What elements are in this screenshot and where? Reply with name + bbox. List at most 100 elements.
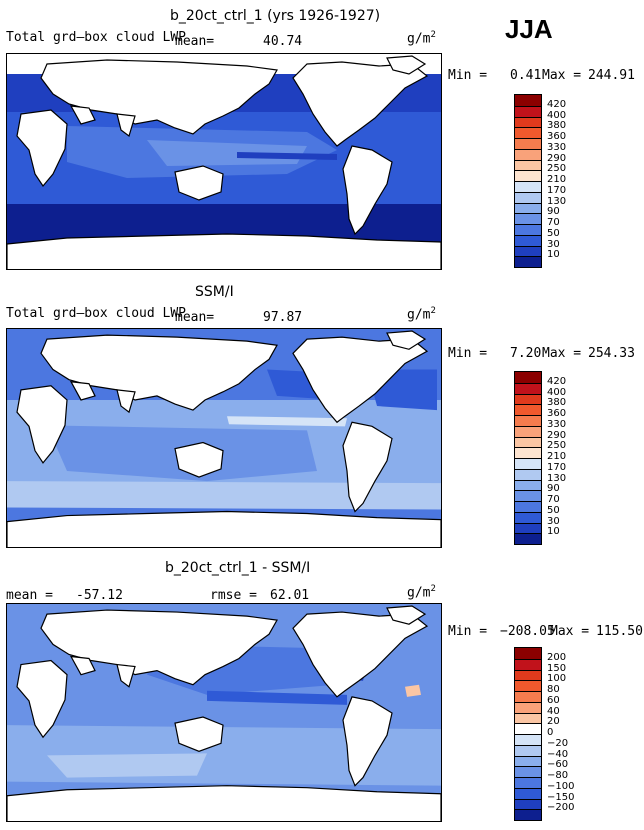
colorbar-label: 150 (547, 662, 567, 674)
ocean-field (237, 152, 337, 160)
colorbar-label: 380 (547, 120, 567, 132)
colorbar-label: 130 (547, 472, 567, 484)
colorbar-label: 210 (547, 174, 567, 185)
panel2-subtitle: Total grd–box cloud LWP (6, 306, 187, 321)
continent-arabia (69, 655, 96, 676)
colorbar-box (515, 490, 541, 501)
colorbar-box (515, 256, 541, 267)
continent-india (116, 389, 136, 414)
colorbar-label: 30 (547, 238, 560, 250)
ocean-field (47, 753, 207, 778)
colorbar-box (515, 755, 541, 767)
panel3-min-label: Min = (448, 624, 488, 639)
panel3-rmse-label: rmse = (210, 588, 257, 603)
colorbar-label: 420 (547, 98, 567, 110)
season-label: JJA (505, 14, 553, 44)
colorbar-label: 50 (547, 504, 560, 516)
colorbar-label: 30 (547, 515, 560, 527)
panel3-units: g/m2 (407, 584, 436, 601)
colorbar-label: 170 (547, 461, 567, 473)
colorbar-box (515, 447, 541, 458)
panel2-units: g/m2 (407, 306, 436, 323)
continent-india (116, 663, 136, 688)
colorbar-box (515, 766, 541, 777)
panel1-subtitle: Total grd–box cloud LWP (6, 30, 187, 45)
colorbar-box (515, 787, 541, 799)
continent-australia (174, 441, 224, 478)
ocean-field (147, 140, 307, 166)
colorbar-label: 10 (547, 526, 560, 538)
colorbar-label: 50 (547, 227, 560, 239)
panel2-min-label: Min = (448, 346, 488, 361)
colorbar-label: −200 (547, 802, 575, 814)
colorbar-box (515, 415, 541, 426)
colorbar-box (515, 712, 541, 724)
colorbar-label: 250 (547, 440, 567, 452)
panel2-max-label: Max = (542, 346, 582, 361)
ocean-field (227, 416, 347, 427)
colorbar-box (515, 202, 541, 214)
panel3-max-value: 115.50 (596, 624, 643, 639)
continent-antarctica (7, 510, 441, 547)
colorbar-box (515, 701, 541, 713)
continent-eurasia (40, 609, 278, 686)
continent-arabia (69, 380, 96, 401)
colorbar-box (515, 777, 541, 788)
panel1-mean-label: mean= (175, 34, 215, 49)
panel1-mean-value: 40.74 (263, 34, 303, 49)
panel3-rmse-value: 62.01 (270, 588, 310, 603)
colorbar-label: −150 (547, 791, 575, 803)
continent-antarctica (7, 785, 441, 821)
continent-africa (16, 659, 68, 739)
colorbar-label: 90 (547, 483, 560, 495)
colorbar-box (515, 436, 541, 448)
colorbar-box (515, 511, 541, 523)
colorbar-label: 330 (547, 418, 567, 430)
continent-greenland (386, 605, 427, 625)
colorbar-box (515, 458, 541, 469)
panel2-max-value: 254.33 (588, 346, 635, 361)
colorbar-label: 400 (547, 109, 567, 121)
colorbar-box (515, 501, 541, 512)
colorbar-box (515, 404, 541, 415)
panel2-mean-value: 97.87 (263, 310, 303, 325)
panel3-min-value: −208.05 (500, 624, 555, 639)
colorbar-box (515, 658, 541, 670)
continent-arabia (69, 105, 96, 125)
panel3-map (6, 603, 442, 822)
colorbar-box (515, 234, 541, 246)
colorbar-box (515, 691, 541, 702)
continent-india (116, 113, 136, 137)
panel3-max-label: Max = (550, 624, 590, 639)
colorbar-box (515, 116, 541, 128)
continent-south-america (342, 696, 393, 787)
colorbar-label: −40 (547, 748, 569, 760)
colorbar-label: 400 (547, 386, 567, 398)
colorbar-box (515, 479, 541, 491)
colorbar-box (515, 809, 541, 820)
continent-africa (16, 109, 68, 188)
colorbar-box (515, 372, 541, 383)
colorbar-label: 130 (547, 195, 567, 207)
continent-greenland (386, 55, 427, 75)
panel3-map-svg (7, 604, 441, 821)
colorbar-box (515, 522, 541, 534)
panel1-min-value: 0.41 (510, 68, 542, 83)
colorbar-box (515, 181, 541, 192)
colorbar-box (515, 723, 541, 734)
colorbar-box (515, 425, 541, 437)
colorbar-box (515, 170, 541, 181)
colorbar-box (515, 669, 541, 681)
colorbar-label: 70 (547, 217, 560, 228)
colorbar-label: 20 (547, 716, 560, 728)
colorbar-label: −20 (547, 737, 569, 749)
panel1-max-label: Max = (542, 68, 582, 83)
colorbar-box (515, 148, 541, 160)
colorbar-box (515, 734, 541, 745)
colorbar-box (515, 533, 541, 544)
colorbar-box (515, 648, 541, 659)
ocean-field (7, 481, 441, 510)
ocean-field (405, 684, 421, 697)
panel1-max-value: 244.91 (588, 68, 635, 83)
colorbar-box (515, 393, 541, 405)
